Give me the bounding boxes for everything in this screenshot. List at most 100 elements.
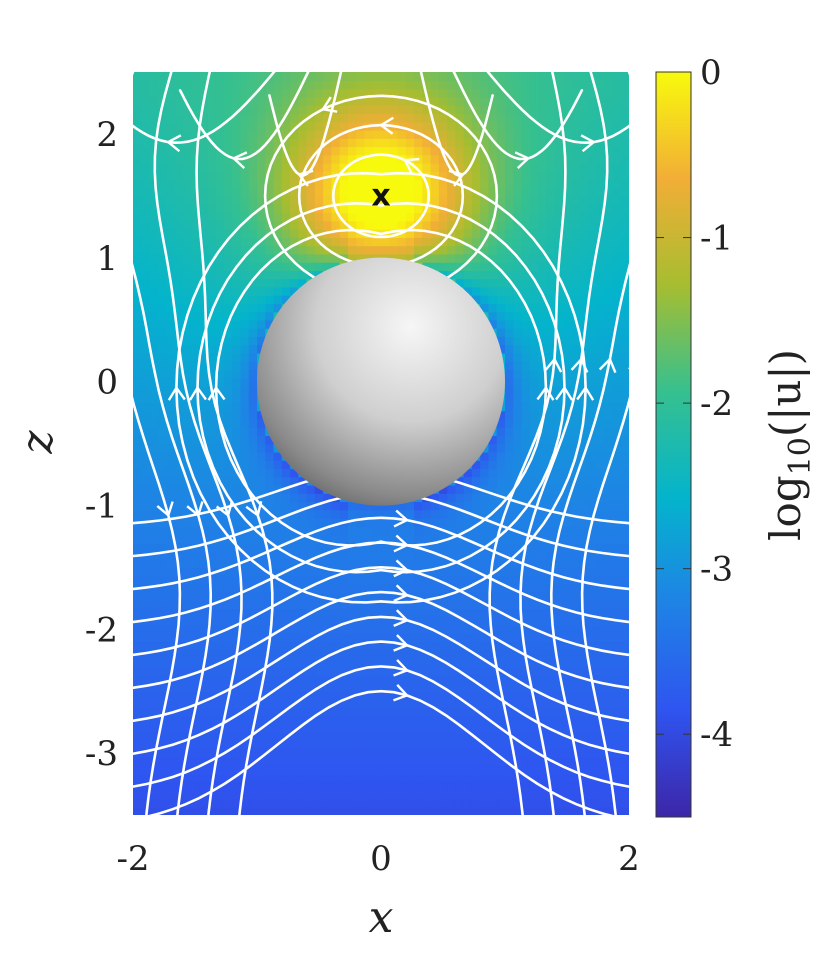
field-cell [133,402,143,412]
field-cell [133,798,143,808]
field-cell [347,534,357,544]
field-cell [397,790,407,800]
field-cell [257,484,267,494]
field-cell [182,773,192,783]
field-cell [248,806,258,815]
field-cell [505,517,515,527]
field-cell [389,253,399,263]
field-cell [422,691,432,701]
field-cell [505,393,515,404]
field-cell [190,781,200,792]
field-cell [496,121,506,131]
field-cell [257,72,267,82]
field-cell [562,666,572,676]
field-cell [141,253,151,263]
field-cell [471,666,481,676]
field-cell [529,327,539,337]
field-cell [133,509,143,519]
field-cell [447,261,457,271]
field-cell [182,732,192,742]
field-cell [149,798,159,808]
field-cell [223,212,233,222]
field-cell [339,575,349,585]
field-cell [554,72,564,82]
field-cell [166,550,176,560]
field-cell [571,146,581,156]
field-cell [306,80,316,90]
field-cell [397,757,407,767]
field-cell [248,443,258,453]
field-cell [215,806,225,815]
field-cell [463,113,473,123]
field-cell [364,757,374,767]
field-cell [182,534,192,544]
field-cell [232,748,242,759]
field-cell [463,674,473,684]
field-cell [339,773,349,783]
field-cell [438,105,448,115]
field-cell [141,674,151,684]
field-cell [389,204,399,214]
field-cell [521,138,531,148]
field-cell [281,691,291,701]
field-cell [166,559,176,569]
field-cell [546,715,556,725]
field-cell [414,220,424,230]
field-cell [513,493,523,503]
field-cell [281,195,291,205]
field-cell [364,773,374,783]
field-cell [480,583,490,593]
field-cell [240,806,250,815]
field-cell [190,187,200,197]
field-cell [480,806,490,815]
field-cell [554,179,564,189]
field-cell [405,204,415,214]
field-cell [240,484,250,494]
field-cell [232,311,242,321]
field-cell [538,682,548,692]
field-cell [505,633,515,643]
field-cell [323,707,333,717]
field-cell [488,468,498,478]
field-cell [157,476,167,486]
field-cell [257,187,267,197]
field-cell [298,88,308,98]
field-cell [579,583,589,593]
field-cell [298,781,308,792]
field-cell [182,600,192,610]
field-cell [331,212,341,222]
field-cell [579,311,589,321]
field-cell [141,748,151,759]
field-cell [199,476,209,486]
field-cell [215,526,225,536]
field-cell [521,418,531,428]
field-cell [480,278,490,288]
field-cell [281,616,291,626]
field-cell [405,171,415,181]
field-cell [471,88,481,98]
field-cell [488,600,498,610]
field-cell [157,154,167,164]
field-cell [190,303,200,313]
field-cell [306,253,316,263]
field-cell [281,154,291,164]
field-cell [273,773,283,783]
field-cell [240,592,250,602]
field-cell [505,625,515,635]
field-cell [174,245,184,255]
field-cell [298,773,308,783]
field-cell [438,600,448,610]
field-cell [471,600,481,610]
field-cell [496,616,506,626]
field-cell [133,443,143,453]
field-cell [422,253,432,263]
field-cell [166,715,176,725]
field-cell [207,270,217,280]
field-cell [281,674,291,684]
field-cell [414,113,424,123]
field-cell [248,534,258,544]
field-cell [571,707,581,717]
field-cell [587,468,597,478]
field-cell [157,666,167,676]
field-cell [521,228,531,238]
